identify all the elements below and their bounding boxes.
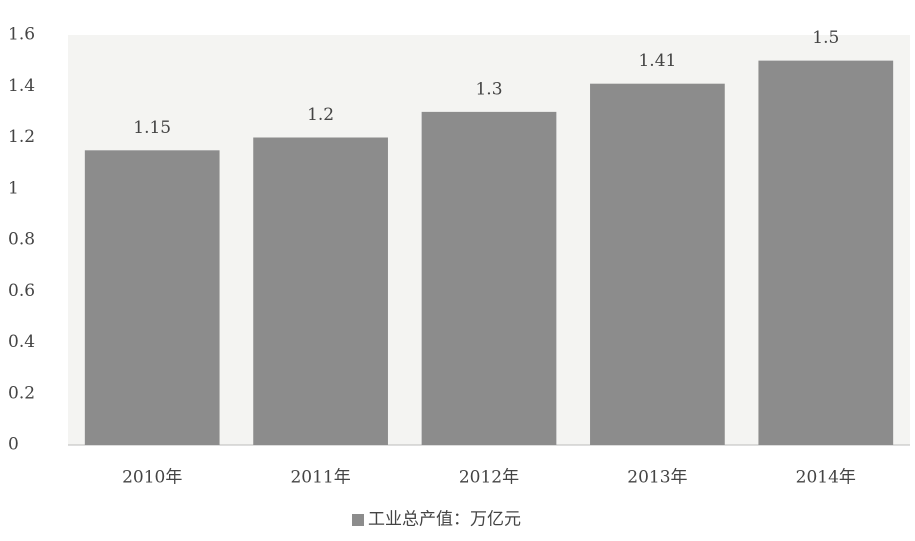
value-label: 1.5: [812, 28, 839, 48]
value-label: 1.3: [475, 79, 502, 99]
bar: [253, 137, 388, 445]
y-tick-label: 0: [8, 435, 19, 455]
y-tick-label: 0.4: [8, 332, 35, 352]
bar: [84, 150, 220, 445]
legend-swatch: [352, 514, 364, 526]
x-tick-label: 2013年: [627, 468, 687, 488]
y-tick-label: 0.6: [8, 281, 35, 301]
legend-label: 工业总产值：万亿元: [368, 510, 521, 530]
x-tick-label: 2014年: [796, 468, 856, 488]
x-tick-label: 2010年: [122, 468, 182, 488]
y-tick-label: 1.6: [8, 25, 35, 45]
x-tick-label: 2012年: [459, 468, 519, 488]
y-tick-label: 1: [8, 178, 19, 198]
value-label: 1.15: [133, 118, 171, 138]
y-tick-label: 1.4: [8, 76, 35, 96]
bar: [758, 60, 894, 445]
bar: [421, 111, 557, 445]
y-tick-label: 0.8: [8, 230, 35, 250]
y-tick-label: 0.2: [8, 383, 35, 403]
value-label: 1.2: [307, 105, 334, 125]
bar: [590, 83, 725, 445]
value-label: 1.41: [638, 51, 676, 71]
y-tick-label: 1.2: [8, 127, 35, 147]
x-tick-label: 2011年: [290, 468, 350, 488]
